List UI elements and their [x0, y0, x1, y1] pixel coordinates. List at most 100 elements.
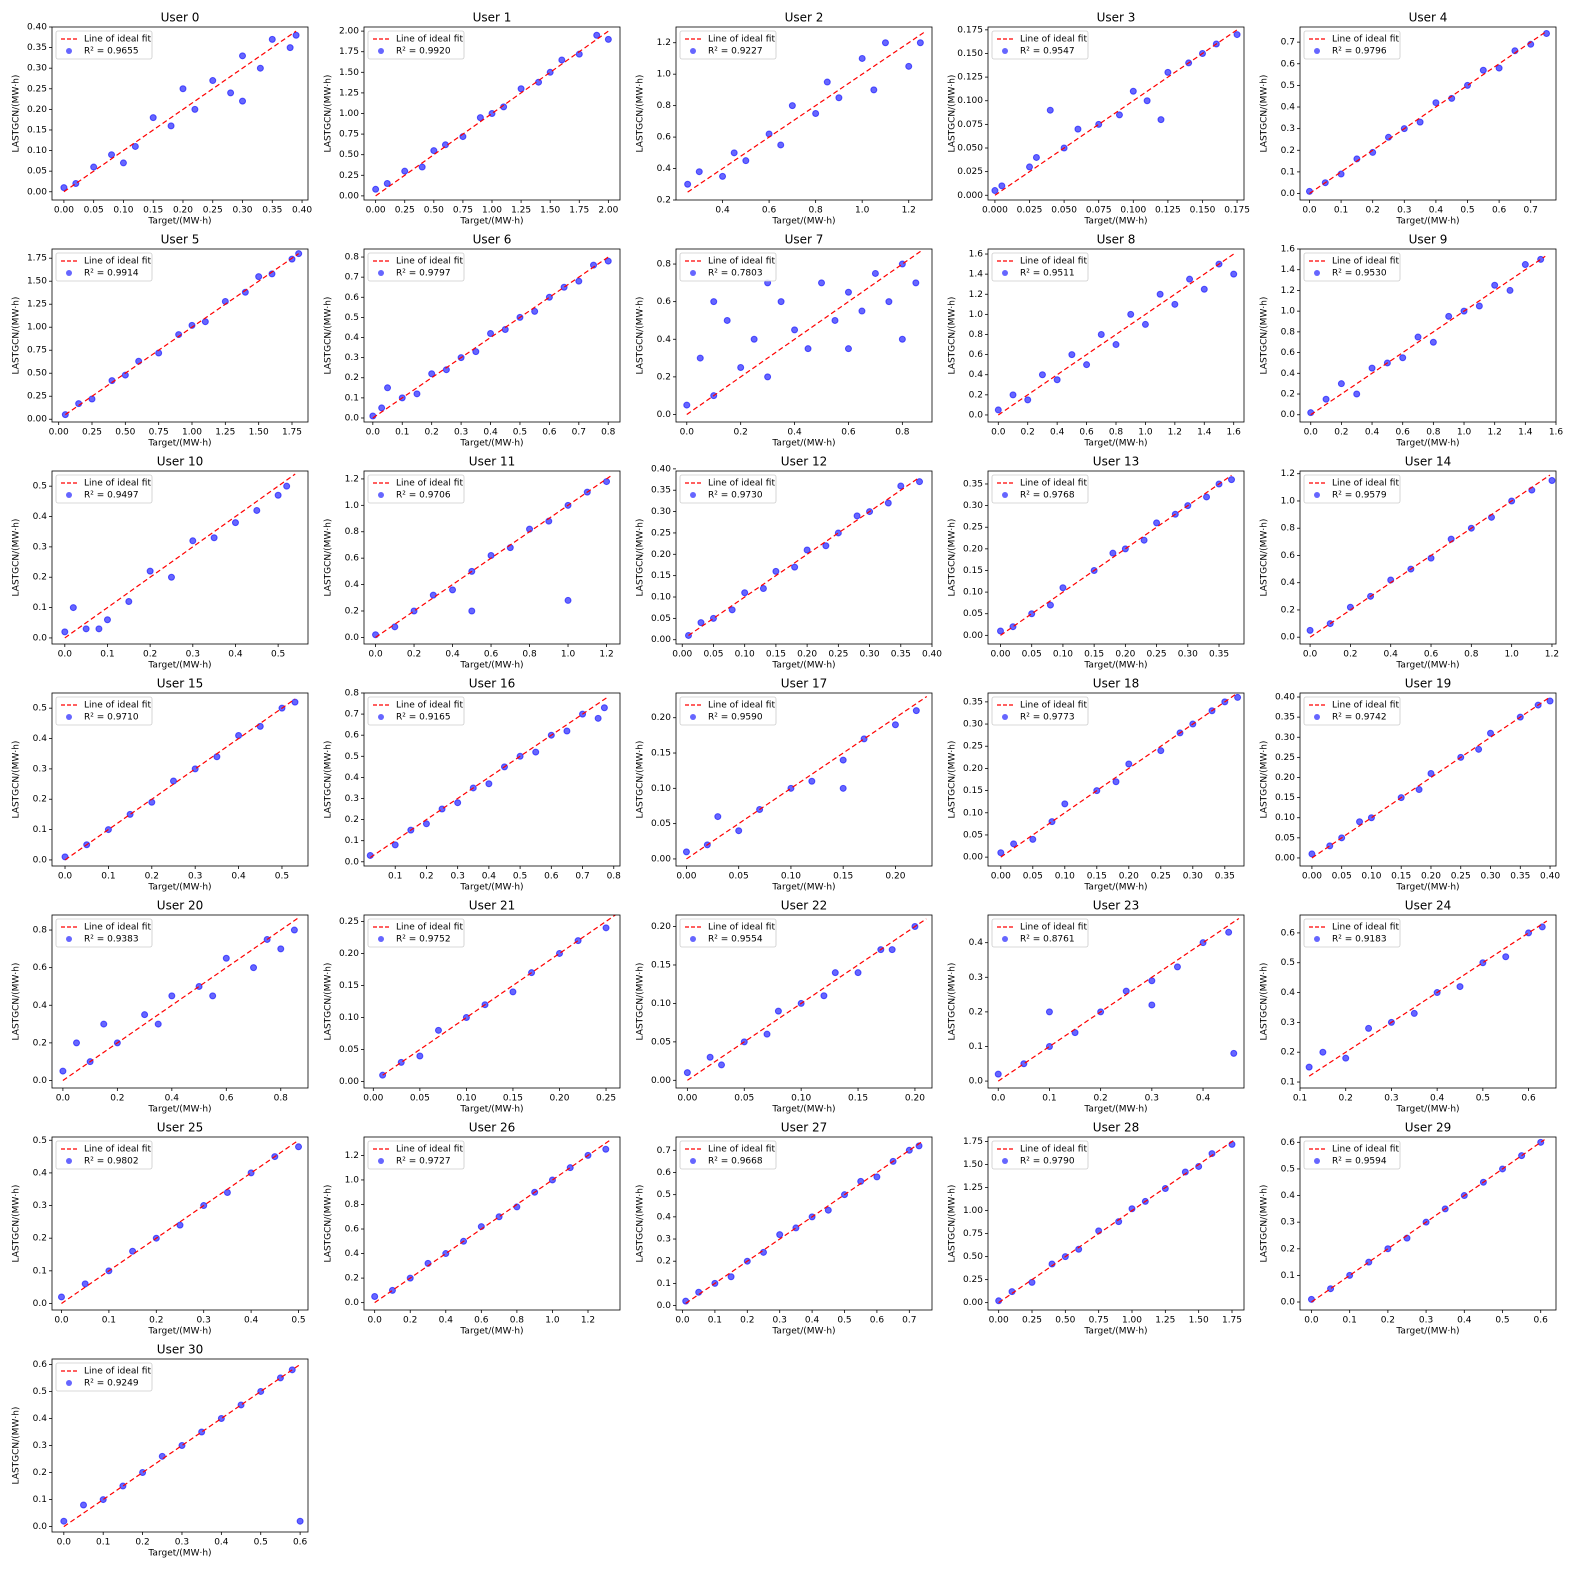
scatter-point	[853, 512, 861, 520]
scatter-point	[378, 404, 386, 412]
y-tick-label: 0.4	[345, 333, 360, 343]
scatter-point	[891, 721, 899, 729]
y-tick-label: 0.3	[1281, 1218, 1295, 1228]
x-tick-label: 0.075	[1086, 206, 1112, 216]
subplot: User 5 0.00 0.25 0.50 0.75 1.00 1.25 1.50 1.75 0.…	[12, 233, 309, 449]
x-tick-label: 0.20	[905, 1094, 925, 1104]
y-tick-label: 1.00	[339, 109, 359, 119]
y-axis-label: LASTGCN/(MW·h)	[12, 297, 22, 375]
plot-frame	[363, 1136, 621, 1311]
scatter-point	[723, 316, 731, 324]
x-tick-label: 1.75	[1222, 1316, 1242, 1326]
y-axis-label: LASTGCN/(MW·h)	[1260, 741, 1270, 819]
scatter-point	[594, 714, 602, 722]
x-tick-label: 0.8	[601, 428, 616, 438]
y-axis-label: LASTGCN/(MW·h)	[1260, 963, 1270, 1041]
y-tick-label: 0.1	[969, 1042, 983, 1052]
plot-frame	[363, 914, 621, 1089]
legend-box	[991, 696, 1089, 726]
x-tick-label: 0.00	[672, 650, 692, 660]
x-tick-label: 0.00	[363, 1094, 383, 1104]
x-tick-label: 0.0	[1303, 650, 1318, 660]
y-tick-label: 0.20	[963, 764, 983, 774]
x-tick-label: 0.0	[54, 1316, 69, 1326]
scatter-point	[1322, 395, 1330, 403]
legend-label: R² = 0.9165	[396, 713, 451, 723]
ideal-fit-line	[997, 917, 1240, 1082]
ideal-fit-line	[688, 476, 920, 636]
y-tick-label: 1.4	[1281, 265, 1296, 275]
x-tick-label: 0.4	[715, 206, 730, 216]
legend-box	[679, 30, 777, 60]
x-tick-label: 0.00	[1302, 872, 1322, 882]
scatter-point	[283, 482, 291, 490]
x-tick-label: 0.8	[1464, 650, 1479, 660]
scatter-point	[383, 180, 391, 188]
y-tick-label: 1.50	[339, 68, 359, 78]
subplot: User 21 0.00 0.05 0.10 0.15 0.20 0.25 0.00 0.05 0…	[324, 899, 621, 1115]
y-tick-label: 0.15	[963, 786, 983, 796]
subplot: User 0 0.00 0.05 0.10 0.15 0.20 0.25 0.30 0.35 0.…	[12, 11, 313, 227]
subplot-title: User 5	[161, 233, 200, 247]
scatter-point	[148, 798, 156, 806]
y-axis-label: LASTGCN/(MW·h)	[324, 1185, 334, 1263]
subplot: User 27 0.0 0.1 0.2 0.3 0.4 0.5 0.6 0.7 0.0 0.1 0.2…	[636, 1121, 933, 1337]
y-tick-label: 0.25	[651, 528, 671, 538]
y-tick-label: 0.4	[345, 1249, 360, 1259]
subplot: User 28 0.00 0.25 0.50 0.75 1.00 1.25 1.50 1.75 0…	[948, 1121, 1245, 1337]
x-tick-label: 0.4	[231, 872, 246, 882]
y-tick-label: 0.05	[651, 819, 671, 829]
y-tick-label: 0.8	[33, 926, 48, 936]
y-tick-label: 2.00	[339, 27, 359, 37]
scatter-point	[210, 534, 218, 542]
y-tick-label: 0.05	[339, 1045, 359, 1055]
scatter-point	[1109, 549, 1117, 557]
y-tick-label: 0.35	[963, 479, 983, 489]
y-tick-label: 1.50	[27, 277, 47, 287]
scatter-point	[468, 607, 476, 615]
scatter-point	[831, 316, 839, 324]
x-axis-label: Target/(MW·h)	[1083, 1327, 1147, 1337]
scatter-point	[1228, 476, 1236, 484]
x-tick-label: 1.50	[249, 428, 269, 438]
subplot: User 4 0.0 0.1 0.2 0.3 0.4 0.5 0.6 0.7 0.0 0.1 0.2 0…	[1260, 11, 1557, 227]
y-tick-label: 0.0	[1281, 410, 1296, 420]
scatter-point	[1061, 800, 1069, 808]
x-tick-label: 1.00	[182, 428, 202, 438]
y-tick-label: 0.0	[345, 857, 360, 867]
legend-marker	[690, 270, 696, 276]
legend-label: R² = 0.9797	[396, 269, 451, 279]
x-tick-label: 0.1	[388, 872, 402, 882]
subplot: User 13 0.00 0.05 0.10 0.15 0.20 0.25 0.30 0.35 0…	[948, 455, 1245, 671]
x-tick-label: 0.00	[990, 650, 1010, 660]
scatter-point	[844, 288, 852, 296]
scatter-point	[728, 606, 736, 614]
y-tick-label: 0.10	[27, 146, 47, 156]
x-tick-label: 1.50	[1189, 1316, 1209, 1326]
scatter-point	[998, 182, 1006, 190]
scatter-point	[189, 537, 197, 545]
scatter-point	[750, 335, 758, 343]
scatter-point	[429, 591, 437, 599]
scatter-point	[59, 1067, 67, 1075]
x-tick-label: 0.20	[1115, 650, 1135, 660]
ideal-fit-line	[687, 918, 927, 1081]
scatter-point	[1200, 285, 1208, 293]
scatter-point	[291, 698, 299, 706]
scatter-point	[697, 619, 705, 627]
scatter-point	[256, 64, 264, 72]
y-tick-label: 0.5	[657, 1190, 671, 1200]
y-tick-label: 1.0	[1281, 307, 1296, 317]
y-axis-label: LASTGCN/(MW·h)	[324, 741, 334, 819]
subplot: User 24 0.1 0.2 0.3 0.4 0.5 0.6 0.1 0.2 0.3 0.4 0.5…	[1260, 899, 1557, 1115]
subplot-title: User 26	[469, 1121, 515, 1135]
legend-box	[55, 918, 153, 948]
y-tick-label: 0.2	[657, 1257, 671, 1267]
scatter-point	[231, 519, 239, 527]
x-axis-label: Target/(MW·h)	[1395, 1327, 1459, 1337]
x-tick-label: 0.30	[1178, 650, 1198, 660]
y-tick-label: 0.10	[651, 784, 671, 794]
y-tick-label: 0.4	[33, 734, 48, 744]
legend-label: R² = 0.8761	[1020, 935, 1075, 945]
x-tick-label: 1.75	[569, 206, 589, 216]
